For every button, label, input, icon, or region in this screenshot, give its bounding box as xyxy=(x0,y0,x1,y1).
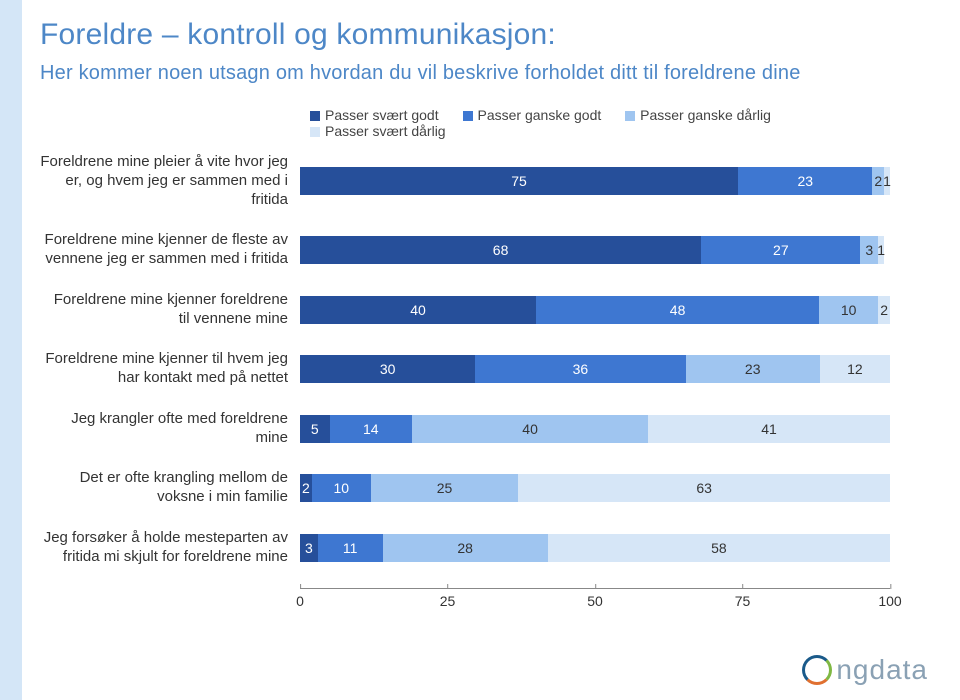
bar-segment: 3 xyxy=(300,534,318,562)
chart-row: Jeg krangler ofte med foreldrene mine514… xyxy=(40,410,930,448)
brand-logo: ngdata xyxy=(802,654,928,686)
bar-segment: 12 xyxy=(820,355,890,383)
logo-text: ngdata xyxy=(836,654,928,686)
bar-segment: 23 xyxy=(686,355,820,383)
main-content: Foreldre – kontroll og kommunikasjon: He… xyxy=(22,0,960,700)
chart-row: Foreldrene mine kjenner til hvem jeg har… xyxy=(40,350,930,388)
bar-wrap: 682731 xyxy=(300,236,890,264)
row-label: Jeg krangler ofte med foreldrene mine xyxy=(40,410,300,448)
bar-wrap: 2102563 xyxy=(300,474,890,502)
bar-segment: 25 xyxy=(371,474,519,502)
chart-row: Jeg forsøker å holde mesteparten av frit… xyxy=(40,529,930,567)
bar-segment: 2 xyxy=(300,474,312,502)
axis-tick: 50 xyxy=(587,589,603,609)
bar-segment: 40 xyxy=(412,415,648,443)
row-label: Det er ofte krangling mellom de voksne i… xyxy=(40,469,300,507)
bar-segment: 63 xyxy=(518,474,890,502)
bar-wrap: 30362312 xyxy=(300,355,890,383)
bar-wrap: 3112858 xyxy=(300,534,890,562)
row-label: Foreldrene mine kjenner de fleste av ven… xyxy=(40,231,300,269)
bar-segment: 27 xyxy=(701,236,860,264)
legend-label: Passer ganske godt xyxy=(478,107,602,123)
chart-legend: Passer svært godt Passer ganske godt Pas… xyxy=(310,107,930,139)
bar-segment: 68 xyxy=(300,236,701,264)
legend-label: Passer svært godt xyxy=(325,107,439,123)
left-accent-bar xyxy=(0,0,22,700)
axis-tick: 75 xyxy=(735,589,751,609)
bar-segment: 3 xyxy=(860,236,878,264)
chart-row: Foreldrene mine kjenner de fleste av ven… xyxy=(40,231,930,269)
row-label: Jeg forsøker å holde mesteparten av frit… xyxy=(40,529,300,567)
legend-item: Passer svært godt xyxy=(310,107,449,123)
bar-segment: 1 xyxy=(884,167,890,195)
legend-swatch xyxy=(625,111,635,121)
x-axis: 0255075100 xyxy=(300,588,890,613)
bar-segment: 1 xyxy=(878,236,884,264)
bar-wrap: 5144041 xyxy=(300,415,890,443)
bar-segment: 41 xyxy=(648,415,890,443)
page-title: Foreldre – kontroll og kommunikasjon: xyxy=(40,18,930,52)
row-label: Foreldrene mine kjenner foreldrene til v… xyxy=(40,291,300,329)
bar-segment: 5 xyxy=(300,415,330,443)
bar-segment: 2 xyxy=(878,296,890,324)
axis-tick: 25 xyxy=(440,589,456,609)
logo-ring-icon xyxy=(802,655,832,685)
stacked-bar-chart: Foreldrene mine pleier å vite hvor jeg e… xyxy=(40,153,930,566)
legend-label: Passer svært dårlig xyxy=(325,123,446,139)
page-subtitle: Her kommer noen utsagn om hvordan du vil… xyxy=(40,62,930,85)
bar-segment: 28 xyxy=(383,534,548,562)
chart-row: Foreldrene mine kjenner foreldrene til v… xyxy=(40,291,930,329)
row-label: Foreldrene mine pleier å vite hvor jeg e… xyxy=(40,153,300,209)
legend-item: Passer ganske dårlig xyxy=(625,107,781,123)
bar-segment: 11 xyxy=(318,534,383,562)
bar-segment: 36 xyxy=(475,355,685,383)
bar-segment: 40 xyxy=(300,296,536,324)
chart-row: Foreldrene mine pleier å vite hvor jeg e… xyxy=(40,153,930,209)
axis-tick: 0 xyxy=(296,589,304,609)
legend-item: Passer ganske godt xyxy=(463,107,612,123)
bar-segment: 75 xyxy=(300,167,738,195)
legend-label: Passer ganske dårlig xyxy=(640,107,771,123)
axis-tick: 100 xyxy=(878,589,901,609)
bar-segment: 10 xyxy=(819,296,878,324)
row-label: Foreldrene mine kjenner til hvem jeg har… xyxy=(40,350,300,388)
bar-segment: 23 xyxy=(738,167,872,195)
bar-segment: 10 xyxy=(312,474,371,502)
legend-item: Passer svært dårlig xyxy=(310,123,456,139)
legend-swatch xyxy=(310,127,320,137)
bar-wrap: 4048102 xyxy=(300,296,890,324)
chart-row: Det er ofte krangling mellom de voksne i… xyxy=(40,469,930,507)
bar-segment: 30 xyxy=(300,355,475,383)
legend-swatch xyxy=(310,111,320,121)
bar-wrap: 752321 xyxy=(300,167,890,195)
bar-segment: 48 xyxy=(536,296,819,324)
bar-segment: 58 xyxy=(548,534,890,562)
legend-swatch xyxy=(463,111,473,121)
bar-segment: 14 xyxy=(330,415,413,443)
